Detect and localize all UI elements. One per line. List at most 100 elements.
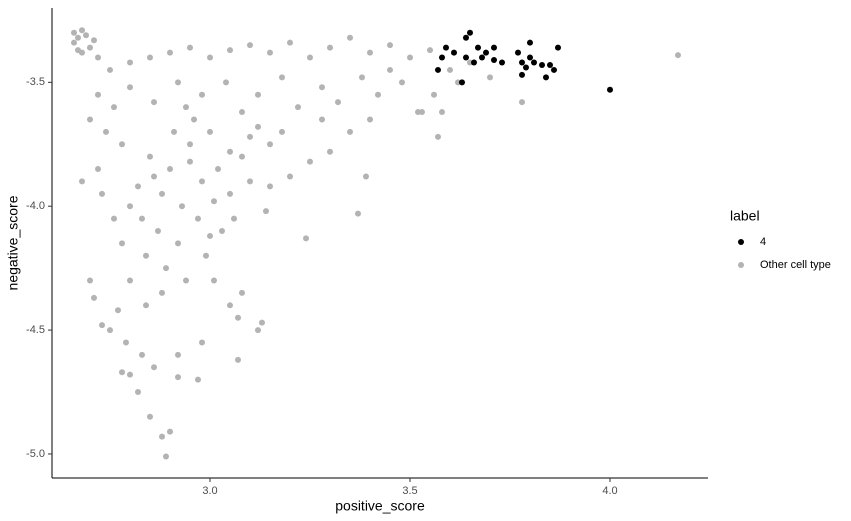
legend-marker	[738, 262, 744, 268]
point	[519, 71, 525, 78]
point	[139, 215, 145, 222]
point	[119, 369, 125, 376]
point	[95, 166, 101, 173]
point	[475, 44, 481, 51]
point	[123, 339, 129, 346]
point	[235, 314, 241, 321]
point	[219, 227, 225, 234]
point	[183, 104, 189, 111]
point	[187, 158, 193, 165]
point	[435, 66, 441, 73]
point	[479, 54, 485, 61]
point	[127, 84, 133, 91]
point	[239, 289, 245, 296]
point	[347, 34, 353, 41]
legend-marker	[738, 239, 744, 245]
point	[319, 84, 325, 91]
point	[115, 307, 121, 314]
point	[263, 208, 269, 215]
point	[111, 104, 117, 111]
point	[119, 141, 125, 148]
point	[143, 302, 149, 309]
point	[199, 339, 205, 346]
point	[95, 91, 101, 98]
point	[99, 190, 105, 197]
point	[519, 59, 525, 66]
point	[407, 54, 413, 61]
point	[195, 376, 201, 383]
point	[515, 49, 521, 56]
point	[211, 277, 217, 284]
point	[327, 44, 333, 51]
point	[231, 215, 237, 222]
point	[111, 215, 117, 222]
point	[471, 59, 477, 66]
point	[239, 153, 245, 160]
point	[167, 428, 173, 435]
y-tick-label: -4.5	[26, 324, 45, 336]
point	[307, 54, 313, 61]
point	[267, 183, 273, 190]
point	[375, 91, 381, 98]
point	[675, 52, 681, 59]
point	[127, 277, 133, 284]
point	[355, 210, 361, 217]
point	[319, 116, 325, 123]
point	[159, 190, 165, 197]
point	[147, 153, 153, 160]
point	[207, 232, 213, 239]
point	[87, 116, 93, 123]
point	[155, 227, 161, 234]
point	[451, 49, 457, 56]
point	[247, 133, 253, 140]
point	[79, 27, 85, 34]
point	[87, 277, 93, 284]
point	[183, 277, 189, 284]
point	[227, 302, 233, 309]
point	[247, 178, 253, 185]
point	[435, 133, 441, 140]
point	[387, 42, 393, 49]
point	[207, 54, 213, 61]
point	[91, 294, 97, 301]
point	[227, 190, 233, 197]
point	[443, 44, 449, 51]
legend-label: Other cell type	[760, 259, 831, 271]
point	[491, 57, 497, 64]
point	[163, 265, 169, 272]
point	[303, 235, 309, 242]
point	[531, 59, 537, 66]
point	[439, 109, 445, 116]
point	[127, 203, 133, 210]
point	[79, 178, 85, 185]
point	[187, 141, 193, 148]
point	[419, 109, 425, 116]
point	[171, 128, 177, 135]
point	[387, 66, 393, 73]
point	[159, 289, 165, 296]
y-axis-title: negative_score	[5, 195, 21, 290]
point	[431, 91, 437, 98]
legend-title: label	[730, 208, 760, 224]
point	[195, 215, 201, 222]
point	[175, 351, 181, 358]
point	[75, 34, 81, 41]
point	[95, 54, 101, 61]
point	[151, 173, 157, 180]
point	[523, 64, 529, 71]
point	[279, 74, 285, 81]
point	[107, 66, 113, 73]
point	[223, 79, 229, 86]
point	[167, 166, 173, 173]
point	[347, 128, 353, 135]
point	[191, 116, 197, 123]
point	[211, 198, 217, 205]
point	[359, 74, 365, 81]
point	[367, 49, 373, 56]
point	[487, 74, 493, 81]
point	[363, 173, 369, 180]
point	[295, 104, 301, 111]
point	[215, 166, 221, 173]
